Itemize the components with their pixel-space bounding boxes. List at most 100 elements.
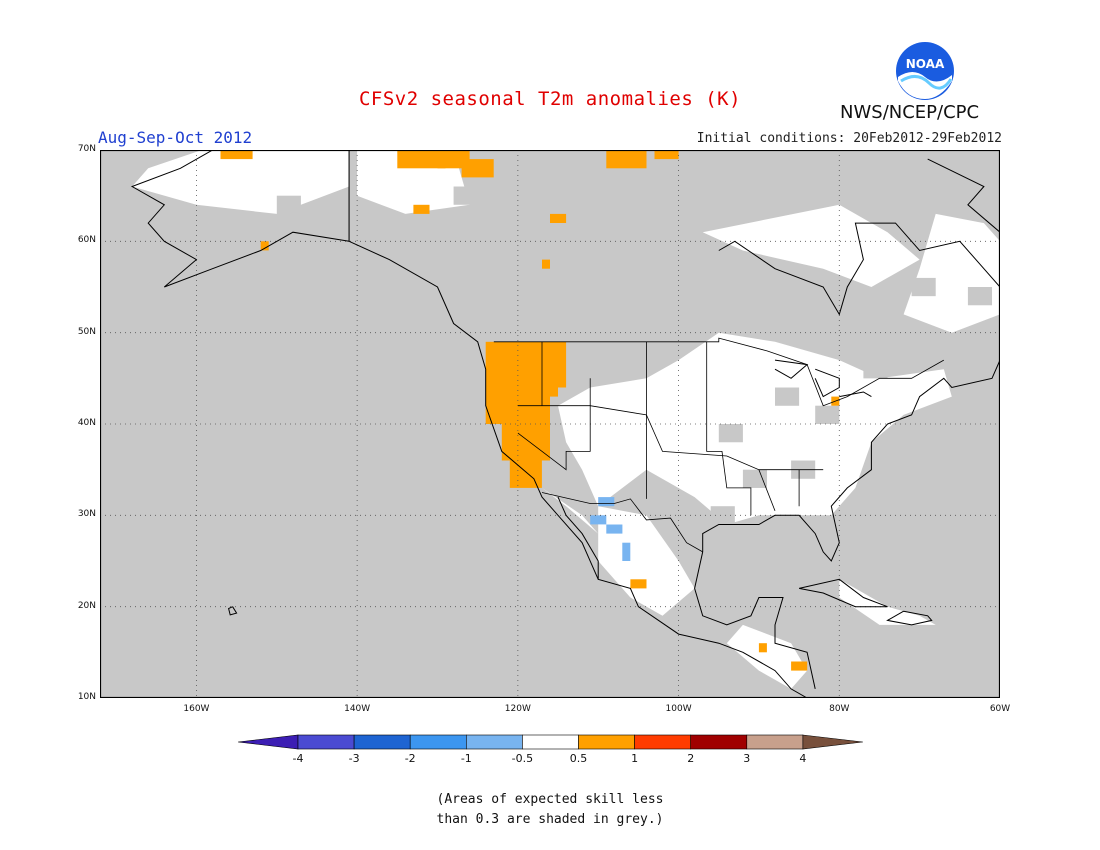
logo-text: NOAA bbox=[906, 57, 945, 71]
colorbar-segment-1 bbox=[297, 734, 355, 750]
land-fill bbox=[132, 150, 1000, 689]
colorbar-label: 4 bbox=[799, 752, 807, 765]
lat-label-20N: 20N bbox=[77, 600, 96, 611]
cool-anomaly-cell-3 bbox=[622, 542, 631, 561]
grey-cell-5 bbox=[911, 277, 936, 297]
border-4 bbox=[517, 378, 591, 471]
colorbar-segment-5 bbox=[522, 734, 579, 750]
colorbar-label: 3 bbox=[743, 752, 751, 765]
grey-cell-4 bbox=[863, 360, 888, 379]
warm-anomaly-cell-5 bbox=[397, 150, 446, 169]
coastline-7 bbox=[886, 610, 933, 626]
colorbar-label: -0.5 bbox=[511, 752, 534, 765]
coastline-4 bbox=[557, 496, 599, 580]
grey-cell-8 bbox=[453, 186, 478, 205]
warm-anomaly-cell-12 bbox=[606, 150, 647, 169]
coastline-6 bbox=[798, 578, 888, 608]
colorbar-segment-4 bbox=[466, 734, 523, 750]
warm-anomaly-cell-7 bbox=[461, 159, 494, 178]
grey-cell-11 bbox=[646, 487, 671, 507]
warm-anomaly-cell-15 bbox=[630, 579, 647, 589]
coastline-2 bbox=[702, 359, 1000, 562]
colorbar-label: -4 bbox=[292, 752, 304, 765]
warm-anomaly-cell-3 bbox=[509, 460, 542, 488]
anomaly-map bbox=[100, 150, 1000, 698]
warm-anomaly-cell-10 bbox=[550, 213, 567, 223]
lat-label-60N: 60N bbox=[77, 235, 96, 246]
lon-label-160W: 160W bbox=[183, 704, 210, 714]
colorbar-segment-8 bbox=[690, 734, 748, 750]
colorbar-label: 0.5 bbox=[569, 752, 588, 765]
skill-region-2 bbox=[702, 204, 920, 287]
lat-label-10N: 10N bbox=[77, 692, 96, 702]
coastline-9 bbox=[774, 359, 809, 379]
grey-cell-10 bbox=[815, 405, 840, 424]
cool-anomaly-cell-0 bbox=[598, 497, 615, 507]
colorbar-segment-2 bbox=[353, 734, 411, 750]
colorbar-label: 1 bbox=[631, 752, 639, 765]
lon-label-120W: 120W bbox=[504, 704, 531, 714]
graticule bbox=[100, 150, 1000, 698]
cool-anomaly-cell-1 bbox=[590, 515, 607, 525]
lat-label-30N: 30N bbox=[77, 509, 96, 520]
lon-label-100W: 100W bbox=[665, 704, 692, 714]
coastline-1 bbox=[130, 150, 350, 288]
coastlines bbox=[130, 150, 1000, 698]
colorbar-arrow-high bbox=[802, 734, 863, 750]
border-1 bbox=[493, 337, 944, 407]
grey-cell-2 bbox=[775, 387, 800, 406]
coastline-10 bbox=[814, 368, 840, 398]
lon-label-140W: 140W bbox=[344, 704, 371, 714]
grey-cell-0 bbox=[742, 469, 768, 488]
coastline-8 bbox=[228, 606, 238, 616]
skill-region-7 bbox=[726, 624, 808, 689]
colorbar-label: 2 bbox=[687, 752, 695, 765]
lat-label-50N: 50N bbox=[77, 326, 96, 337]
lon-label-80W: 80W bbox=[829, 704, 850, 714]
colorbar-arrow-low bbox=[237, 734, 299, 750]
colorbar bbox=[237, 733, 863, 751]
map-frame bbox=[100, 150, 1000, 698]
warm-anomaly-cell-9 bbox=[413, 204, 430, 214]
coastline-3 bbox=[694, 551, 816, 690]
lat-label-40N: 40N bbox=[77, 418, 96, 428]
lon-label-60W: 60W bbox=[989, 704, 1011, 714]
coastline-12 bbox=[927, 158, 1000, 233]
colorbar-label: -3 bbox=[348, 752, 360, 765]
coastline-11 bbox=[839, 391, 872, 398]
grey-cell-1 bbox=[718, 424, 743, 443]
chart-title: CFSv2 seasonal T2m anomalies (K) bbox=[358, 88, 742, 110]
grey-cell-7 bbox=[276, 195, 301, 214]
coastline-0 bbox=[348, 150, 808, 698]
warm-anomaly-cell-8 bbox=[220, 150, 253, 160]
border-8 bbox=[758, 469, 776, 511]
colorbar-segment-3 bbox=[409, 734, 467, 750]
skill-region-8 bbox=[839, 579, 936, 625]
warm-anomaly-cell-6 bbox=[437, 150, 470, 169]
colorbar-segment-7 bbox=[634, 734, 692, 750]
warm-anomaly-cell-13 bbox=[654, 150, 679, 160]
coastline-5 bbox=[718, 222, 1000, 316]
footnote-line-1: (Areas of expected skill less bbox=[436, 792, 664, 807]
lat-label-70N: 70N bbox=[77, 144, 96, 154]
grey-cell-6 bbox=[967, 287, 993, 306]
noaa-logo-icon: NOAA bbox=[895, 41, 955, 101]
footnote-line-2: than 0.3 are shaded in grey.) bbox=[436, 812, 664, 827]
warm-anomaly-cell-2 bbox=[501, 424, 550, 461]
season-label: Aug-Sep-Oct 2012 bbox=[98, 128, 253, 147]
colorbar-segment-9 bbox=[746, 734, 804, 750]
grey-cell-9 bbox=[710, 506, 735, 525]
border-6 bbox=[706, 341, 752, 516]
warm-anomaly-cell-11 bbox=[542, 259, 550, 269]
colorbar-label: -2 bbox=[404, 752, 416, 765]
warm-anomaly-cell-17 bbox=[791, 661, 808, 671]
map-panel bbox=[100, 150, 1000, 698]
colorbar-segment-6 bbox=[578, 734, 635, 750]
skill-region-4 bbox=[558, 332, 952, 525]
warm-anomaly-cell-16 bbox=[758, 643, 767, 653]
agency-label: NWS/NCEP/CPC bbox=[840, 102, 980, 123]
border-2 bbox=[541, 492, 703, 553]
initial-conditions-label: Initial conditions: 20Feb2012-29Feb2012 bbox=[696, 131, 1002, 146]
warm-anomaly-cell-14 bbox=[260, 241, 269, 251]
cool-anomaly-cell-2 bbox=[606, 524, 623, 534]
